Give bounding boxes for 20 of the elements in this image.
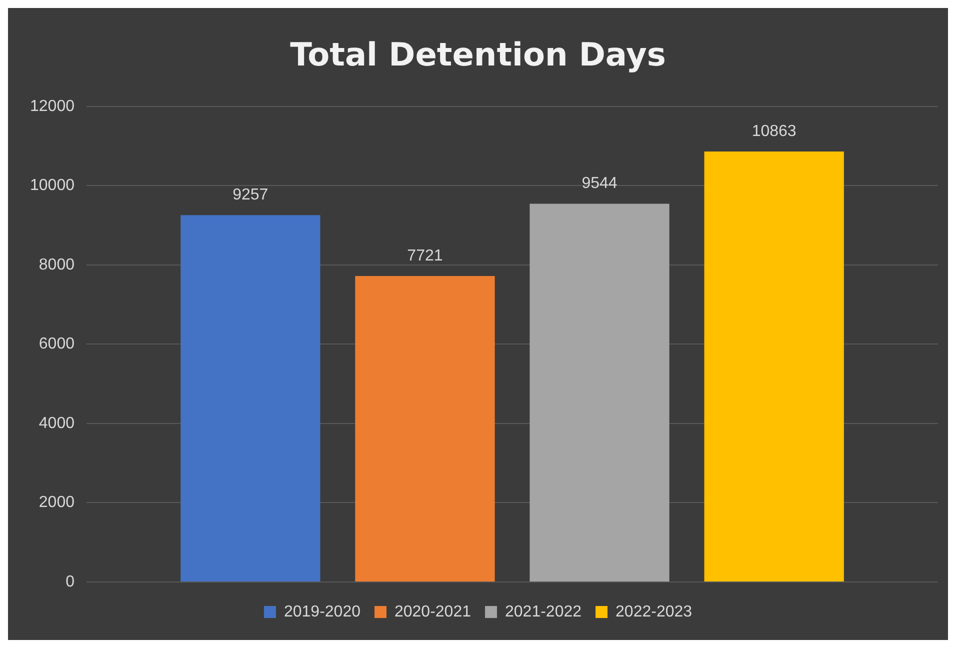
legend-label: 2022-2023 [616, 603, 692, 620]
bar [704, 151, 844, 582]
y-tick-label: 4000 [38, 414, 75, 432]
data-label: 9544 [582, 175, 618, 192]
y-tick-label: 2000 [38, 494, 75, 512]
data-label: 7721 [407, 247, 443, 264]
bar [180, 215, 320, 582]
bar [355, 276, 495, 582]
bar [530, 204, 670, 582]
legend-label: 2021-2022 [505, 603, 582, 620]
y-tick-label: 0 [66, 573, 75, 590]
data-label: 10863 [752, 122, 796, 140]
legend-label: 2020-2021 [394, 603, 472, 620]
y-tick-label: 6000 [38, 336, 75, 353]
legend-label: 2019-2020 [284, 603, 361, 620]
y-tick-label: 10000 [30, 177, 75, 194]
data-label: 9257 [232, 186, 268, 204]
y-tick-label: 12000 [30, 98, 75, 115]
y-tick-label: 8000 [38, 256, 75, 274]
chart-title: Total Detention Days [290, 36, 666, 74]
